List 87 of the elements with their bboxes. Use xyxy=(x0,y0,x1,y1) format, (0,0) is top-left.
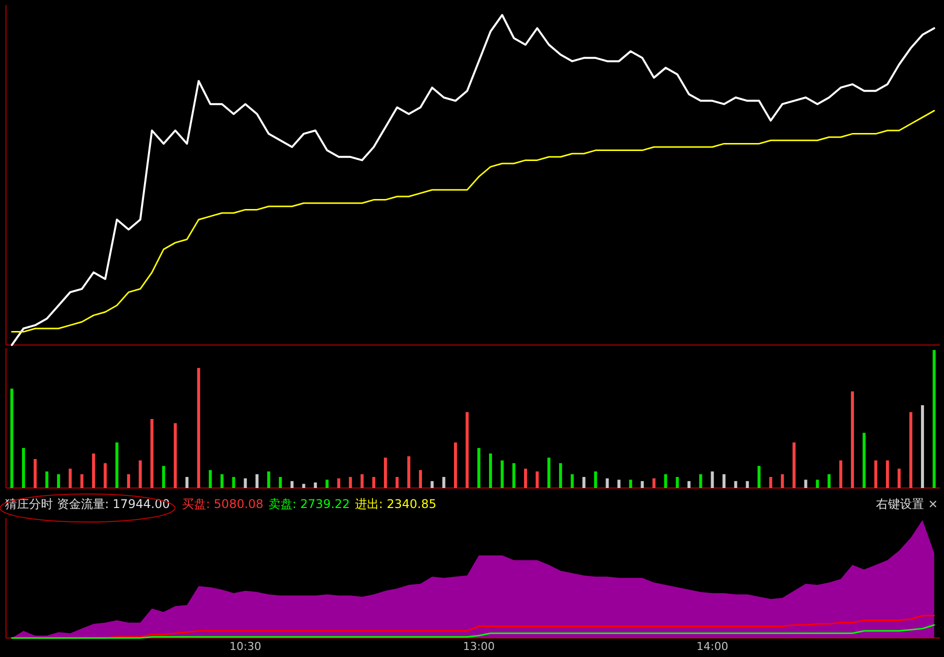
bar xyxy=(115,442,118,488)
bar xyxy=(407,456,410,488)
bar xyxy=(582,476,586,488)
bar xyxy=(570,474,574,488)
bar xyxy=(220,474,224,488)
bar xyxy=(769,476,772,488)
bar xyxy=(524,468,528,488)
text: 进出: 2340.85 xyxy=(354,497,436,511)
bar xyxy=(758,466,761,488)
bar xyxy=(150,419,154,488)
bar xyxy=(138,460,142,488)
bar xyxy=(594,471,598,488)
bar xyxy=(418,470,422,488)
bar xyxy=(290,481,294,488)
bar xyxy=(898,468,901,488)
bar xyxy=(162,466,166,488)
bar xyxy=(828,474,831,488)
bar xyxy=(640,481,644,488)
bar xyxy=(629,480,632,488)
text: 卖盘: 2739.22 xyxy=(268,497,350,511)
bar xyxy=(909,412,912,488)
bar xyxy=(34,459,37,488)
bar xyxy=(606,478,609,488)
bar xyxy=(302,484,306,488)
x-tick-label: 14:00 xyxy=(696,640,728,653)
bar xyxy=(652,478,656,488)
bar xyxy=(722,474,726,488)
bar xyxy=(920,405,924,488)
bar xyxy=(512,463,516,488)
bar xyxy=(430,481,434,488)
bar xyxy=(92,454,96,488)
bar xyxy=(45,471,48,488)
bar xyxy=(780,474,784,488)
bar xyxy=(372,476,376,488)
bar xyxy=(104,463,107,488)
bar xyxy=(839,460,842,488)
bar xyxy=(664,474,668,488)
bar xyxy=(232,476,236,488)
bar xyxy=(617,480,620,488)
bar xyxy=(792,442,796,488)
bar xyxy=(804,480,808,488)
bar xyxy=(267,471,270,488)
bar xyxy=(874,460,878,488)
text: 右键设置 xyxy=(876,497,924,511)
bar xyxy=(746,481,749,488)
bar xyxy=(500,460,504,488)
bar xyxy=(699,474,702,488)
bar xyxy=(850,391,854,488)
bar xyxy=(547,458,550,488)
bar xyxy=(348,476,352,488)
bar xyxy=(734,481,738,488)
text: 买盘: 5080.08 xyxy=(182,497,264,511)
bar xyxy=(174,423,177,488)
x-tick-label: 10:30 xyxy=(229,640,262,653)
bar xyxy=(256,474,259,488)
bar xyxy=(127,474,130,488)
bar xyxy=(687,481,690,488)
bar xyxy=(244,478,247,488)
bar xyxy=(477,448,480,488)
bar xyxy=(68,468,72,488)
bar xyxy=(442,476,446,488)
bar xyxy=(886,460,889,488)
bar xyxy=(536,471,539,488)
bar xyxy=(360,474,364,488)
bar xyxy=(185,476,188,488)
x-tick-label: 13:00 xyxy=(462,640,495,653)
bar xyxy=(489,454,492,488)
bar xyxy=(862,432,866,488)
bar xyxy=(466,412,469,488)
bar xyxy=(278,476,282,488)
bar xyxy=(22,448,26,488)
bar xyxy=(57,474,60,488)
bar xyxy=(208,470,212,488)
bar xyxy=(676,476,679,488)
bar xyxy=(326,480,329,488)
bar xyxy=(384,458,387,488)
bar xyxy=(337,478,340,488)
bar xyxy=(314,482,317,488)
bar xyxy=(80,474,84,488)
bar xyxy=(710,471,714,488)
bar xyxy=(454,442,457,488)
bar xyxy=(559,463,562,488)
bar xyxy=(10,388,14,488)
bar xyxy=(932,350,936,488)
bar xyxy=(396,476,399,488)
bar xyxy=(197,368,200,488)
bar xyxy=(816,480,819,488)
